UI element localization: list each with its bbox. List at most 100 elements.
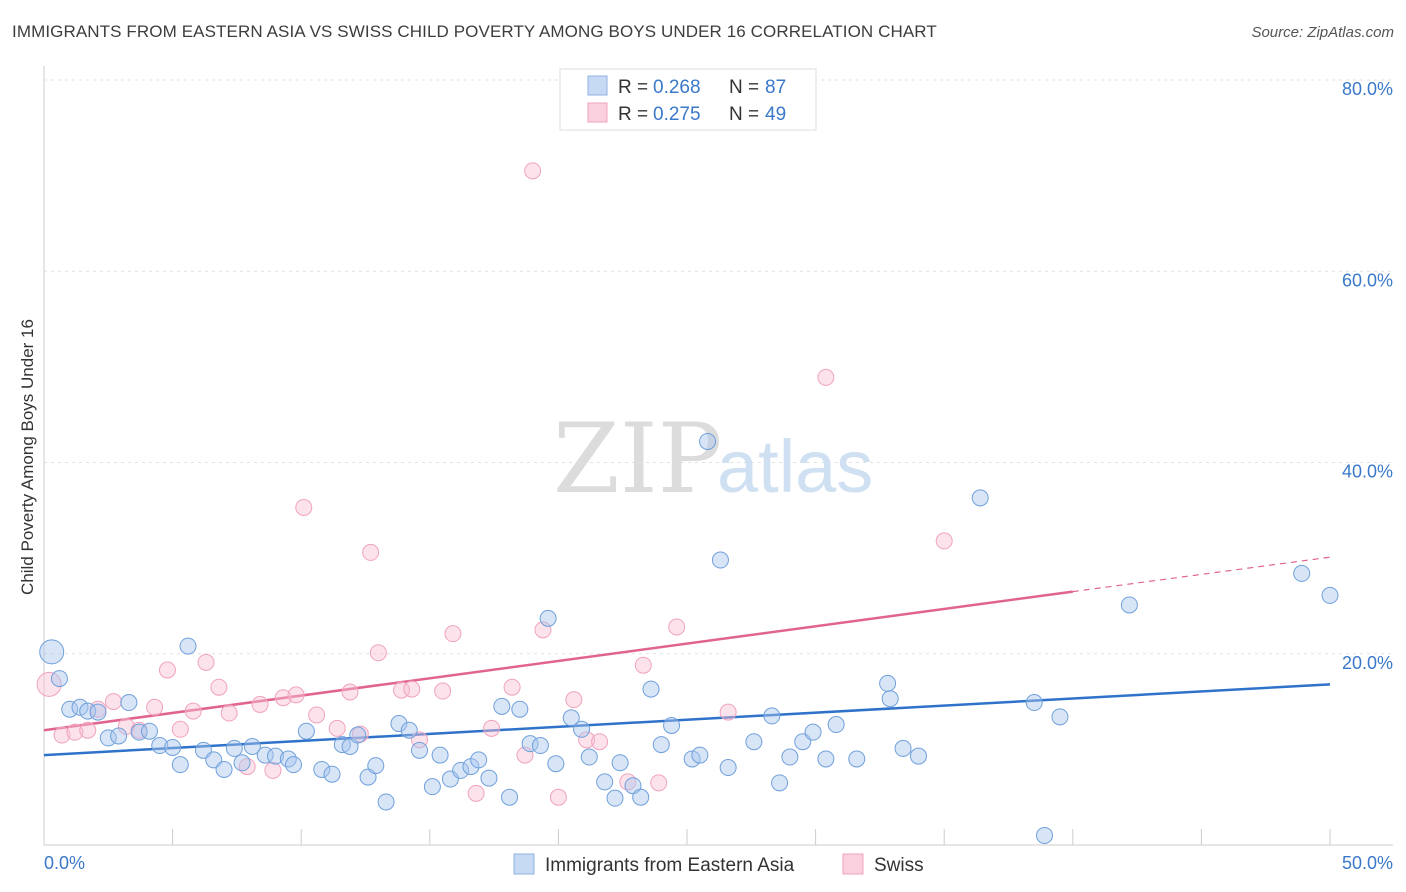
data-point-eastern-asia [164, 738, 182, 756]
data-point-eastern-asia [215, 760, 233, 778]
data-point-eastern-asia [573, 720, 591, 738]
data-point-eastern-asia [297, 722, 315, 740]
data-point-eastern-asia [1036, 826, 1054, 844]
legend-n-label: N = [729, 77, 759, 98]
x-tick-label: 50.0% [1342, 853, 1393, 873]
data-point-eastern-asia [390, 715, 408, 733]
data-point-swiss [287, 686, 305, 704]
data-point-swiss [66, 723, 84, 741]
data-point-eastern-asia [179, 637, 197, 655]
trend-line-swiss [43, 590, 1073, 732]
data-point-eastern-asia [804, 723, 822, 741]
legend-swatch-pink [587, 102, 608, 123]
data-point-eastern-asia [501, 788, 519, 806]
data-point-eastern-asia [151, 737, 169, 755]
data-point-eastern-asia [470, 751, 488, 769]
data-point-eastern-asia [652, 736, 670, 754]
data-point-swiss [549, 788, 567, 806]
watermark-zip: ZIP [553, 403, 722, 515]
trend-line-swiss-extension [1072, 556, 1331, 593]
data-points [36, 162, 1339, 844]
data-point-eastern-asia [110, 727, 128, 745]
data-point-eastern-asia [632, 788, 650, 806]
data-point-swiss [104, 693, 122, 711]
data-point-swiss [403, 680, 421, 698]
trend-lines [43, 556, 1331, 757]
legend-r-value: 0.275 [653, 104, 701, 125]
x-tick-label: 0.0% [44, 853, 85, 873]
watermark: ZIP atlas [553, 403, 873, 515]
data-point-eastern-asia [1293, 564, 1311, 582]
data-point-eastern-asia [745, 733, 763, 751]
data-point-swiss [79, 721, 97, 739]
data-point-eastern-asia [89, 703, 107, 721]
series-swatch-pink [842, 853, 864, 875]
y-tick-label: 20.0% [1342, 653, 1393, 673]
y-tick-labels: 20.0% 40.0% 60.0% 80.0% [1342, 79, 1393, 673]
data-point-eastern-asia [1025, 694, 1043, 712]
data-point-eastern-asia [61, 700, 79, 718]
data-point-swiss [650, 774, 668, 792]
data-point-eastern-asia [171, 756, 189, 774]
y-tick-label: 40.0% [1342, 462, 1393, 482]
series-legend: Immigrants from Eastern Asia Swiss [513, 853, 924, 876]
data-point-eastern-asia [711, 551, 729, 569]
watermark-atlas: atlas [717, 425, 873, 508]
data-point-eastern-asia [547, 755, 565, 773]
data-point-eastern-asia [881, 690, 899, 708]
data-point-eastern-asia [493, 697, 511, 715]
data-point-swiss [719, 703, 737, 721]
chart-title: IMMIGRANTS FROM EASTERN ASIA VS SWISS CH… [12, 22, 937, 41]
data-point-swiss [503, 678, 521, 696]
data-point-swiss [274, 689, 292, 707]
data-point-swiss [578, 731, 596, 749]
data-point-swiss [483, 719, 501, 737]
legend-r-label: R = [618, 77, 648, 98]
data-point-eastern-asia [521, 735, 539, 753]
legend-r-label: R = [618, 104, 648, 125]
data-point-eastern-asia [367, 757, 385, 775]
x-tick-labels: 0.0% 50.0% [44, 853, 1393, 873]
data-point-eastern-asia [894, 739, 912, 757]
legend-swatch-blue [587, 75, 608, 96]
data-point-eastern-asia [323, 765, 341, 783]
data-point-swiss [251, 695, 269, 713]
data-point-eastern-asia [39, 639, 65, 665]
data-point-eastern-asia [400, 721, 418, 739]
data-point-swiss [264, 761, 282, 779]
data-point-swiss [197, 653, 215, 671]
data-point-eastern-asia [1051, 708, 1069, 726]
data-point-eastern-asia [817, 750, 835, 768]
data-point-swiss [444, 625, 462, 643]
data-point-eastern-asia [699, 432, 717, 450]
data-point-eastern-asia [71, 698, 89, 716]
legend-n-value: 49 [765, 104, 786, 125]
data-point-swiss [434, 682, 452, 700]
data-point-eastern-asia [827, 716, 845, 734]
y-tick-label: 80.0% [1342, 79, 1393, 99]
data-point-eastern-asia [580, 748, 598, 766]
source-credit: Source: ZipAtlas.com [1251, 24, 1394, 41]
data-point-swiss [362, 543, 380, 561]
legend-r-value: 0.268 [653, 77, 701, 98]
data-point-swiss [158, 661, 176, 679]
data-point-eastern-asia [99, 729, 117, 747]
data-point-eastern-asia [683, 750, 701, 768]
data-point-eastern-asia [377, 793, 395, 811]
data-point-eastern-asia [452, 761, 470, 779]
data-point-eastern-asia [480, 769, 498, 787]
y-axis-title: Child Poverty Among Boys Under 16 [18, 319, 37, 595]
data-point-swiss [341, 683, 359, 701]
series-swatch-blue [513, 853, 535, 875]
correlation-legend: R = 0.268 N = 87 R = 0.275 N = 49 [559, 68, 817, 131]
data-point-swiss [524, 162, 542, 180]
data-point-eastern-asia [611, 754, 629, 772]
data-point-swiss [146, 698, 164, 716]
data-point-swiss [668, 618, 686, 636]
data-point-eastern-asia [1321, 586, 1339, 604]
data-point-eastern-asia [606, 789, 624, 807]
data-point-eastern-asia [411, 741, 429, 759]
data-point-eastern-asia [691, 746, 709, 764]
data-point-swiss [817, 368, 835, 386]
data-point-eastern-asia [531, 737, 549, 755]
